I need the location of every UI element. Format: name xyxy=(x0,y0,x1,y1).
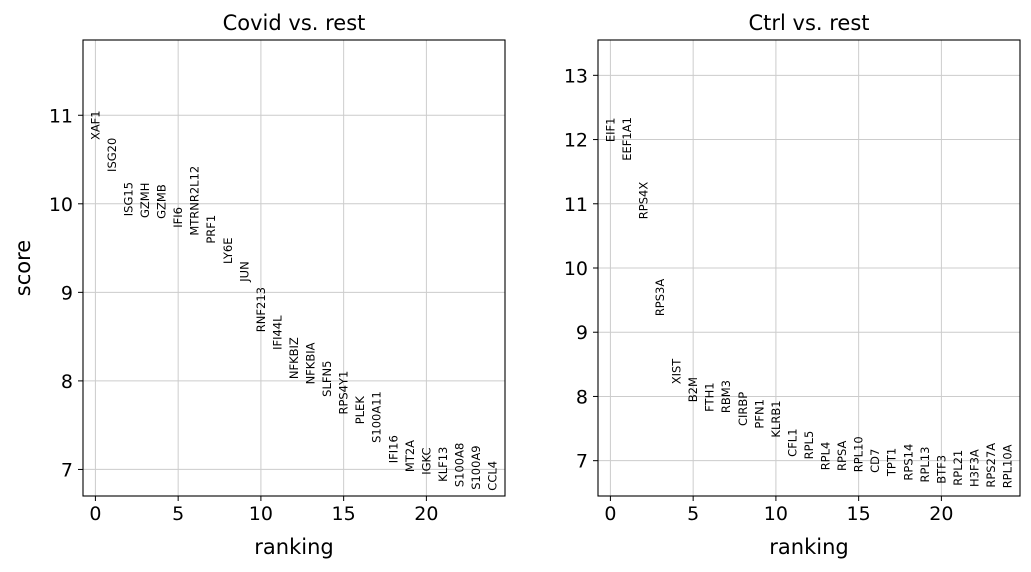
gene-label-rps14: RPS14 xyxy=(901,444,915,481)
gene-label-rbm3: RBM3 xyxy=(719,380,733,413)
x-axis-label: ranking xyxy=(769,535,848,559)
gene-label-klf13: KLF13 xyxy=(436,447,450,482)
gene-label-rps3a: RPS3A xyxy=(653,279,667,317)
gene-label-rnf213: RNF213 xyxy=(254,287,268,332)
panel-ctrl-vs-rest: 0 5 10 15 20 7 8 9 10 11 12 13 EIF1 EEF1A1 RPS4X RPS3A X… xyxy=(564,11,1021,559)
x-tick-label: 10 xyxy=(249,503,273,525)
y-tick-label: 8 xyxy=(576,386,588,408)
gene-label-xist: XIST xyxy=(670,358,684,385)
gene-label-isg15: ISG15 xyxy=(122,182,136,216)
gene-label-ifi44l: IFI44L xyxy=(270,315,284,350)
gene-label-nfkbiz: NFKBIZ xyxy=(287,337,301,379)
gene-label-btf3: BTF3 xyxy=(934,455,948,484)
x-tick-label: 5 xyxy=(687,503,699,525)
gene-label-gzmb: GZMB xyxy=(155,184,169,219)
y-tick-label: 13 xyxy=(564,65,588,87)
gene-label-b2m: B2M xyxy=(686,377,700,402)
gene-label-rpl10: RPL10 xyxy=(852,436,866,472)
gene-label-igkc: IGKC xyxy=(419,447,433,474)
gene-label-gzmh: GZMH xyxy=(138,183,152,218)
gene-label-rpl5: RPL5 xyxy=(802,431,816,460)
x-tick-label: 0 xyxy=(604,503,616,525)
gene-label-tpt1: TPT1 xyxy=(885,448,899,477)
gene-label-rpl13: RPL13 xyxy=(918,447,932,483)
x-tick-label: 0 xyxy=(89,503,101,525)
gene-label-rps27a: RPS27A xyxy=(984,443,998,488)
y-tick-label: 11 xyxy=(564,194,588,216)
gene-label-plek: PLEK xyxy=(353,396,367,425)
gene-label-rps4y1: RPS4Y1 xyxy=(337,371,351,415)
gene-label-rpl21: RPL21 xyxy=(951,450,965,486)
gene-label-cirbp: CIRBP xyxy=(736,392,750,426)
y-tick-label: 10 xyxy=(564,258,588,280)
plot-frame xyxy=(82,39,506,497)
x-tick-label: 20 xyxy=(414,503,438,525)
gene-label-rps4x: RPS4X xyxy=(637,182,651,220)
chart-title: Ctrl vs. rest xyxy=(748,11,869,35)
gene-label-jun: JUN xyxy=(237,261,251,282)
gene-label-s100a9: S100A9 xyxy=(469,445,483,489)
gene-label-mtrnr2l12: MTRNR2L12 xyxy=(188,166,202,236)
x-tick-label: 15 xyxy=(847,503,871,525)
gene-label-ifi6: IFI6 xyxy=(171,207,185,228)
y-tick-label: 9 xyxy=(576,322,588,344)
gene-label-ly6e: LY6E xyxy=(221,238,235,265)
gene-label-cd7: CD7 xyxy=(868,449,882,473)
gene-label-isg20: ISG20 xyxy=(105,138,119,172)
gene-label-cfl1: CFL1 xyxy=(785,428,799,456)
gene-label-xaf1: XAF1 xyxy=(88,110,102,140)
gene-label-slfn5: SLFN5 xyxy=(320,361,334,397)
gene-label-eif1: EIF1 xyxy=(603,118,617,143)
y-tick-label: 12 xyxy=(564,130,588,152)
x-tick-label: 10 xyxy=(764,503,788,525)
gene-label-prf1: PRF1 xyxy=(204,215,218,244)
gene-label-ccl4: CCL4 xyxy=(486,461,500,491)
gene-label-eef1a1: EEF1A1 xyxy=(620,117,634,161)
gene-label-pfn1: PFN1 xyxy=(752,399,766,428)
y-tick-label: 9 xyxy=(61,282,73,304)
chart-title: Covid vs. rest xyxy=(223,11,366,35)
y-tick-label: 8 xyxy=(61,371,73,393)
y-tick-label: 11 xyxy=(49,105,73,127)
plot-frame xyxy=(597,39,1021,497)
x-tick-label: 15 xyxy=(332,503,356,525)
y-axis-label: score xyxy=(11,240,35,296)
gene-label-ifi16: IFI16 xyxy=(386,435,400,463)
gene-label-rpsa: RPSA xyxy=(835,441,849,471)
gene-label-klrb1: KLRB1 xyxy=(769,400,783,437)
y-tick-label: 10 xyxy=(49,194,73,216)
gene-label-rpl4: RPL4 xyxy=(819,442,833,471)
x-axis-label: ranking xyxy=(254,535,333,559)
gene-label-mt2a: MT2A xyxy=(403,440,417,472)
y-tick-label: 7 xyxy=(576,451,588,473)
gene-label-fth1: FTH1 xyxy=(703,382,717,411)
x-tick-label: 5 xyxy=(172,503,184,525)
gene-label-rpl10a: RPL10A xyxy=(1001,444,1015,488)
gene-label-nfkbia: NFKBIA xyxy=(304,342,318,384)
gene-label-s100a8: S100A8 xyxy=(452,443,466,487)
gene-label-h3f3a: H3F3A xyxy=(967,449,981,487)
gene-label-s100a11: S100A11 xyxy=(370,391,384,443)
y-tick-label: 7 xyxy=(61,459,73,481)
x-tick-label: 20 xyxy=(929,503,953,525)
